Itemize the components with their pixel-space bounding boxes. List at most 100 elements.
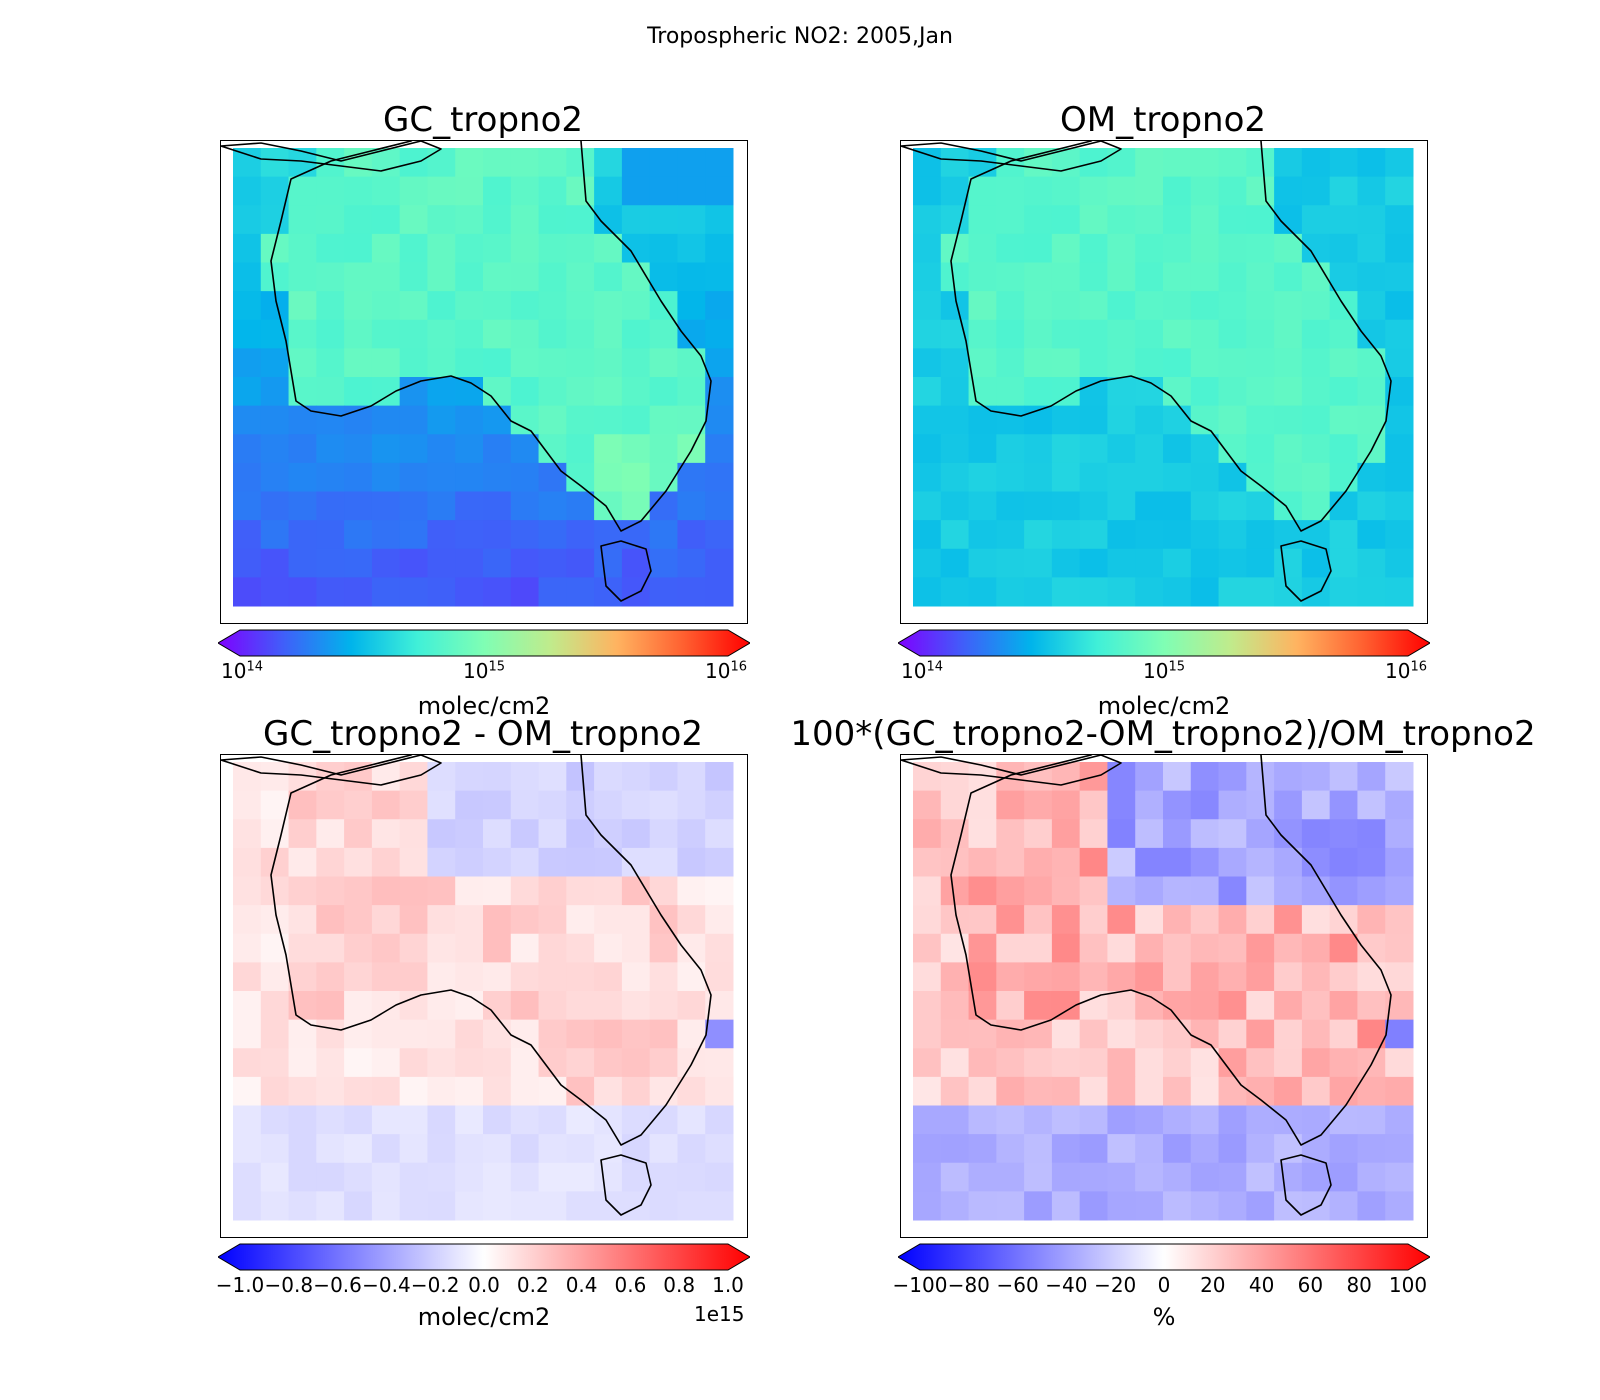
map-grid-cell bbox=[1246, 762, 1275, 792]
map-grid-cell bbox=[233, 520, 262, 550]
map-grid-cell bbox=[1357, 790, 1386, 820]
map-grid-cell bbox=[510, 548, 540, 578]
map-grid-cell bbox=[621, 819, 651, 849]
map-grid-cell bbox=[371, 790, 401, 820]
map-grid-cell bbox=[1107, 176, 1136, 206]
map-grid-cell bbox=[455, 905, 484, 935]
map-grid-cell bbox=[1163, 577, 1192, 607]
map-grid-cell bbox=[649, 1162, 678, 1192]
map-grid-cell bbox=[288, 933, 317, 963]
map-grid-cell bbox=[233, 1048, 262, 1078]
map-grid-cell bbox=[1218, 962, 1247, 992]
map-grid-cell bbox=[1329, 148, 1358, 178]
map-grid-cell bbox=[1135, 819, 1164, 849]
map-grid-cell bbox=[288, 1105, 317, 1135]
map-grid-cell bbox=[705, 1048, 734, 1078]
map-grid-cell bbox=[483, 1048, 512, 1078]
map-grid-cell bbox=[1051, 1048, 1081, 1078]
map-grid-cell bbox=[649, 1048, 678, 1078]
map-grid-cell bbox=[940, 1019, 970, 1049]
map-grid-cell bbox=[940, 991, 970, 1021]
map-grid-cell bbox=[1079, 876, 1108, 906]
map-grid-cell bbox=[1024, 348, 1053, 378]
map-grid-cell bbox=[913, 548, 942, 578]
map-grid-cell bbox=[1079, 577, 1108, 607]
map-grid-cell bbox=[677, 577, 706, 607]
map-grid-cell bbox=[510, 876, 540, 906]
map-gc bbox=[221, 141, 734, 607]
map-grid-cell bbox=[1190, 577, 1220, 607]
map-grid-cell bbox=[316, 1019, 345, 1049]
map-grid-cell bbox=[1135, 233, 1164, 264]
map-grid-cell bbox=[594, 790, 623, 820]
map-grid-cell bbox=[1107, 1105, 1136, 1135]
map-grid-cell bbox=[1079, 790, 1108, 820]
map-grid-cell bbox=[1190, 819, 1220, 849]
map-grid-cell bbox=[371, 548, 401, 578]
map-grid-cell bbox=[233, 319, 262, 349]
map-grid-cell bbox=[1024, 462, 1053, 493]
map-grid-cell bbox=[1329, 991, 1358, 1021]
map-grid-cell bbox=[594, 876, 623, 906]
map-grid-cell bbox=[371, 577, 401, 607]
map-grid-cell bbox=[1385, 233, 1414, 264]
map-grid-cell bbox=[1135, 520, 1164, 550]
map-grid-cell bbox=[968, 876, 997, 906]
map-grid-cell bbox=[399, 905, 428, 935]
tasmania-coastline bbox=[1280, 1154, 1332, 1216]
map-grid-cell bbox=[705, 148, 734, 178]
map-grid-cell bbox=[427, 405, 456, 435]
map-grid-cell bbox=[510, 262, 540, 292]
map-grid-cell bbox=[1218, 462, 1247, 493]
map-grid-cell bbox=[1246, 933, 1275, 963]
map-grid-cell bbox=[455, 520, 484, 550]
map-grid-cell bbox=[1301, 291, 1331, 321]
map-grid-cell bbox=[566, 148, 595, 178]
map-grid-cell bbox=[621, 991, 651, 1021]
map-grid-cell bbox=[1385, 1191, 1414, 1221]
map-grid-cell bbox=[913, 962, 942, 992]
map-grid-cell bbox=[510, 319, 540, 349]
map-grid-cell bbox=[260, 148, 290, 178]
colorbar-diff-bar bbox=[218, 1243, 750, 1271]
map-grid-cell bbox=[455, 790, 484, 820]
map-grid-cell bbox=[1024, 1162, 1053, 1192]
map-grid-cell bbox=[1079, 991, 1108, 1021]
map-grid-cell bbox=[1385, 577, 1414, 607]
colorbar-pct-tick: 20 bbox=[1200, 1273, 1226, 1297]
map-grid-cell bbox=[288, 434, 317, 464]
map-grid-cell bbox=[399, 1048, 428, 1078]
map-grid-cell bbox=[233, 819, 262, 849]
map-grid-cell bbox=[1135, 462, 1164, 493]
map-grid-cell bbox=[705, 847, 734, 878]
map-grid-cell bbox=[316, 1191, 345, 1221]
map-grid-cell bbox=[1051, 1134, 1081, 1164]
map-grid-cell bbox=[427, 148, 456, 178]
map-grid-cell bbox=[566, 962, 595, 992]
map-grid-cell bbox=[1246, 1191, 1275, 1221]
map-grid-cell bbox=[510, 405, 540, 435]
colorbar-gc bbox=[218, 629, 750, 657]
colorbar-diff-tick: −0.4 bbox=[362, 1273, 411, 1297]
map-panel-diff bbox=[220, 754, 748, 1238]
map-grid-cell bbox=[510, 991, 540, 1021]
map-grid-cell bbox=[1163, 819, 1192, 849]
map-grid-cell bbox=[371, 1105, 401, 1135]
map-grid-cell bbox=[288, 1162, 317, 1192]
new-guinea-coastline bbox=[901, 755, 1122, 786]
map-grid-cell bbox=[677, 491, 706, 521]
map-grid-cell bbox=[1079, 205, 1108, 235]
map-grid-cell bbox=[1274, 933, 1303, 963]
map-grid-cell bbox=[371, 1191, 401, 1221]
colorbar-pct bbox=[898, 1243, 1430, 1271]
map-grid-cell bbox=[427, 1134, 456, 1164]
map-grid-cell bbox=[968, 1191, 997, 1221]
map-grid-cell bbox=[1301, 148, 1331, 178]
map-grid-cell bbox=[1385, 434, 1414, 464]
map-grid-cell bbox=[288, 905, 317, 935]
map-grid-cell bbox=[399, 1076, 428, 1107]
map-grid-cell bbox=[1190, 1019, 1220, 1049]
colorbar-diff-tick: 1.0 bbox=[712, 1273, 744, 1297]
map-grid-cell bbox=[1246, 319, 1275, 349]
map-grid-cell bbox=[566, 405, 595, 435]
